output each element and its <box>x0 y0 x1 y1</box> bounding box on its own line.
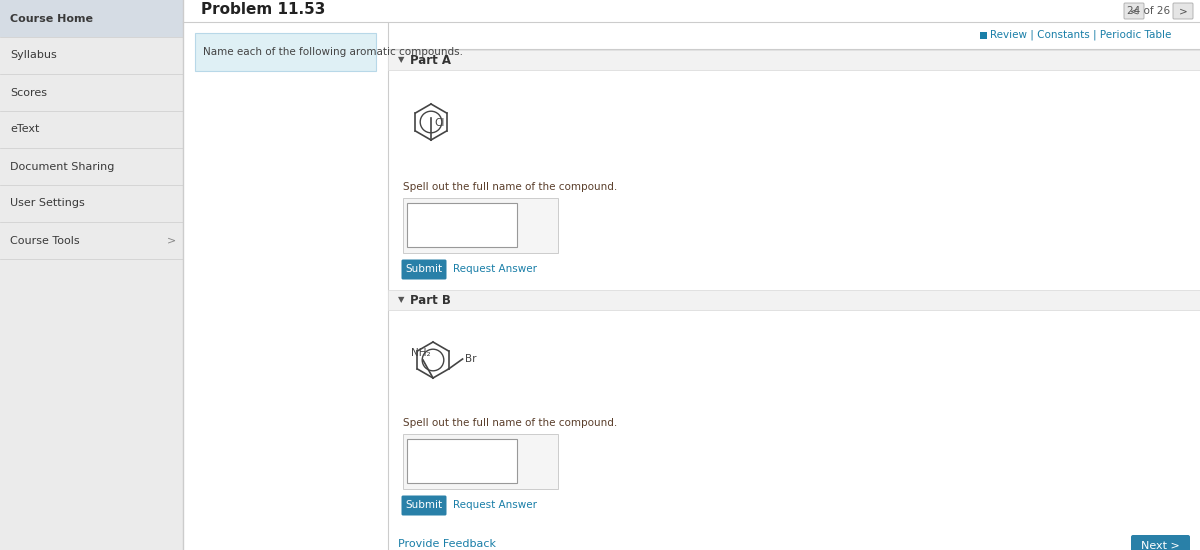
FancyBboxPatch shape <box>402 260 446 279</box>
FancyBboxPatch shape <box>0 74 182 111</box>
Text: Next >: Next > <box>1141 541 1180 550</box>
FancyBboxPatch shape <box>0 222 182 259</box>
Text: User Settings: User Settings <box>10 199 85 208</box>
FancyBboxPatch shape <box>1174 3 1193 19</box>
Text: ▼: ▼ <box>398 295 404 305</box>
Text: Course Tools: Course Tools <box>10 235 79 245</box>
FancyBboxPatch shape <box>407 439 517 483</box>
Text: NH₂: NH₂ <box>412 348 431 358</box>
Text: ▼: ▼ <box>398 56 404 64</box>
Text: Submit: Submit <box>406 500 443 510</box>
Text: Scores: Scores <box>10 87 47 97</box>
Text: 24 of 26: 24 of 26 <box>1127 6 1170 16</box>
Text: eText: eText <box>10 124 40 135</box>
FancyBboxPatch shape <box>0 111 182 148</box>
Text: Cl: Cl <box>434 118 444 128</box>
FancyBboxPatch shape <box>403 434 558 489</box>
Text: Spell out the full name of the compound.: Spell out the full name of the compound. <box>403 182 617 192</box>
FancyBboxPatch shape <box>1124 3 1144 19</box>
Text: Part A: Part A <box>410 53 451 67</box>
FancyBboxPatch shape <box>0 185 182 222</box>
Text: Review | Constants | Periodic Table: Review | Constants | Periodic Table <box>990 30 1171 40</box>
Text: Document Sharing: Document Sharing <box>10 162 114 172</box>
FancyBboxPatch shape <box>388 290 1200 310</box>
Text: Request Answer: Request Answer <box>454 500 538 510</box>
Text: Problem 11.53: Problem 11.53 <box>202 2 325 17</box>
Text: Spell out the full name of the compound.: Spell out the full name of the compound. <box>403 418 617 428</box>
Text: Request Answer: Request Answer <box>454 265 538 274</box>
Text: Part B: Part B <box>410 294 451 306</box>
Text: Name each of the following aromatic compounds.: Name each of the following aromatic comp… <box>203 47 463 57</box>
FancyBboxPatch shape <box>194 33 376 71</box>
FancyBboxPatch shape <box>0 0 182 550</box>
FancyBboxPatch shape <box>388 50 1200 70</box>
Text: Syllabus: Syllabus <box>10 51 56 60</box>
Text: Course Home: Course Home <box>10 14 94 24</box>
Text: Submit: Submit <box>406 265 443 274</box>
Text: Br: Br <box>464 354 476 364</box>
FancyBboxPatch shape <box>403 198 558 253</box>
Text: Provide Feedback: Provide Feedback <box>398 539 496 549</box>
Text: <: < <box>1129 6 1139 16</box>
FancyBboxPatch shape <box>402 496 446 515</box>
Text: >: > <box>167 235 175 245</box>
FancyBboxPatch shape <box>0 148 182 185</box>
FancyBboxPatch shape <box>0 0 182 37</box>
FancyBboxPatch shape <box>407 203 517 247</box>
FancyBboxPatch shape <box>1132 535 1190 550</box>
FancyBboxPatch shape <box>0 37 182 74</box>
FancyBboxPatch shape <box>980 31 986 38</box>
Text: >: > <box>1178 6 1187 16</box>
